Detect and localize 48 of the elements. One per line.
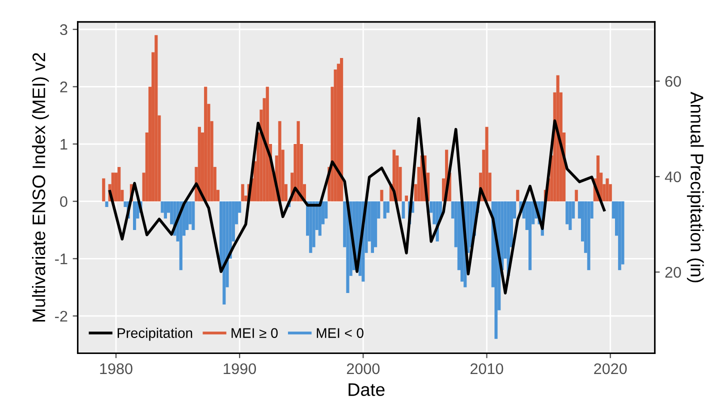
bar xyxy=(241,184,244,202)
bar xyxy=(266,86,269,202)
bar xyxy=(102,178,106,202)
bar xyxy=(528,201,532,270)
y-tick-label: 0 xyxy=(60,196,68,208)
y-tick-label: 3 xyxy=(60,24,68,36)
bar xyxy=(574,190,578,202)
bar xyxy=(132,201,136,230)
line-series xyxy=(108,116,606,294)
bar xyxy=(164,201,167,219)
y2-tick-label: 40 xyxy=(664,171,681,182)
y-tick-label: -1 xyxy=(55,254,68,264)
y2-tick-label: 20 xyxy=(665,266,681,278)
legend-label: MEI ≥ 0 xyxy=(232,328,278,338)
bar xyxy=(516,190,520,202)
bar xyxy=(618,201,622,270)
bar xyxy=(402,201,405,219)
bar xyxy=(278,121,282,202)
bar xyxy=(192,201,195,230)
legend-label: MEI < 0 xyxy=(316,328,364,338)
bar xyxy=(485,126,488,202)
x-tick-label: 2010 xyxy=(470,363,504,374)
x-tick-label: 2000 xyxy=(346,363,380,374)
y-tick-label: 1 xyxy=(60,139,68,150)
y2-axis-title: Annual Precipitation (in) xyxy=(686,92,704,282)
bar xyxy=(383,201,386,219)
x-tick-label: 2020 xyxy=(594,363,627,374)
y-tick-label: -2 xyxy=(55,310,68,322)
y-axis-title: Multivariate ENSO Index (MEI) v2 xyxy=(32,53,49,322)
bar xyxy=(154,35,158,202)
bar xyxy=(118,166,121,202)
x-tick-label: 1990 xyxy=(224,363,256,374)
bar xyxy=(606,178,609,202)
bar xyxy=(340,58,344,202)
bar xyxy=(309,201,312,253)
x-axis-title: Date xyxy=(348,383,385,396)
bar xyxy=(404,196,408,202)
legend-label: Precipitation xyxy=(118,328,192,341)
x-tick-label: 1980 xyxy=(100,363,132,374)
bar xyxy=(105,201,108,208)
y2-tick-label: 60 xyxy=(665,76,681,87)
bar xyxy=(204,86,208,202)
bar xyxy=(568,201,572,230)
bar xyxy=(222,201,226,304)
bar xyxy=(380,190,384,202)
y-tick-label: 2 xyxy=(60,82,68,92)
bar xyxy=(587,201,590,270)
bar xyxy=(296,121,300,202)
